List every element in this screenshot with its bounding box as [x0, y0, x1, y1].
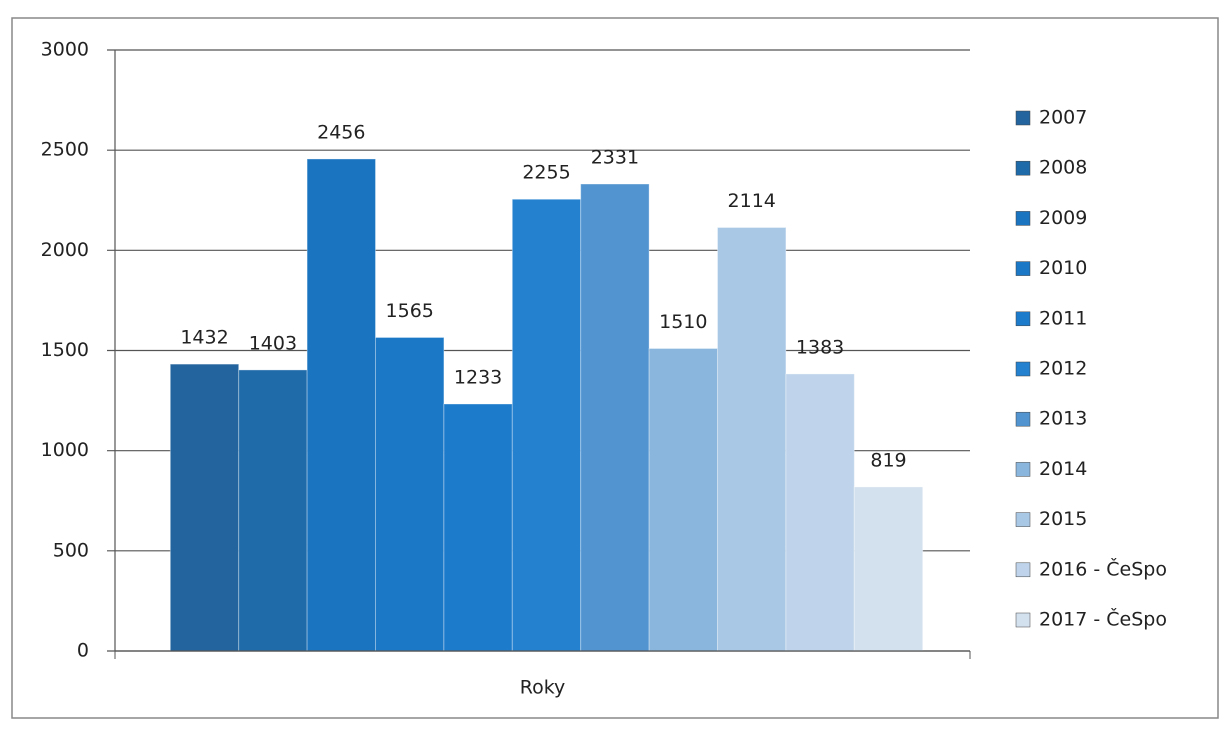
legend-swatch	[1015, 160, 1031, 176]
data-label: 1510	[659, 311, 707, 333]
data-label: 1383	[796, 336, 844, 358]
legend-label: 2016 - ČeSpo	[1039, 556, 1167, 580]
bar	[169, 363, 240, 652]
data-label: 819	[870, 449, 906, 471]
legend-swatch	[1015, 361, 1031, 377]
legend-swatch	[1015, 462, 1031, 477]
x-tick-label: Roky	[520, 677, 566, 699]
legend-swatch	[1015, 562, 1031, 578]
legend-swatch	[1015, 411, 1031, 427]
legend-label: 2014	[1039, 458, 1087, 480]
y-tick-label: 1000	[41, 439, 89, 461]
y-tick-label: 1500	[41, 339, 89, 361]
legend-swatch	[1015, 512, 1031, 527]
bar	[717, 226, 787, 652]
y-tick-label: 3000	[41, 39, 89, 61]
legend-label: 2017 - ČeSpo	[1039, 607, 1167, 631]
y-tick-label: 2500	[41, 139, 89, 161]
data-label: 2456	[317, 121, 365, 143]
legend-label: 2013	[1039, 408, 1087, 430]
bar	[785, 373, 855, 652]
legend-label: 2012	[1039, 358, 1087, 380]
legend-swatch	[1015, 261, 1031, 276]
bar	[306, 158, 377, 652]
data-label: 2114	[728, 190, 776, 212]
legend-swatch	[1015, 311, 1031, 327]
legend-label: 2009	[1039, 207, 1087, 229]
bar	[580, 183, 650, 652]
bar	[853, 486, 924, 652]
bar	[511, 198, 582, 652]
legend-swatch	[1015, 612, 1031, 628]
legend-swatch	[1015, 211, 1031, 226]
y-tick-label: 0	[77, 640, 89, 662]
data-label: 1432	[180, 327, 228, 349]
bar	[443, 403, 513, 652]
data-label: 2331	[591, 147, 639, 169]
bar	[648, 347, 718, 652]
legend-swatch	[1015, 110, 1031, 126]
legend-label: 2008	[1039, 157, 1087, 179]
bar	[238, 369, 308, 652]
legend-label: 2007	[1039, 107, 1087, 129]
data-label: 2255	[522, 162, 570, 184]
bar	[375, 336, 445, 652]
y-tick-label: 2000	[41, 239, 89, 261]
data-label: 1233	[454, 366, 502, 388]
y-tick-label: 500	[53, 539, 89, 561]
data-label: 1565	[386, 300, 434, 322]
data-label: 1403	[249, 332, 297, 354]
legend-label: 2015	[1039, 508, 1087, 530]
legend-label: 2010	[1039, 257, 1087, 279]
legend-label: 2011	[1039, 307, 1087, 329]
